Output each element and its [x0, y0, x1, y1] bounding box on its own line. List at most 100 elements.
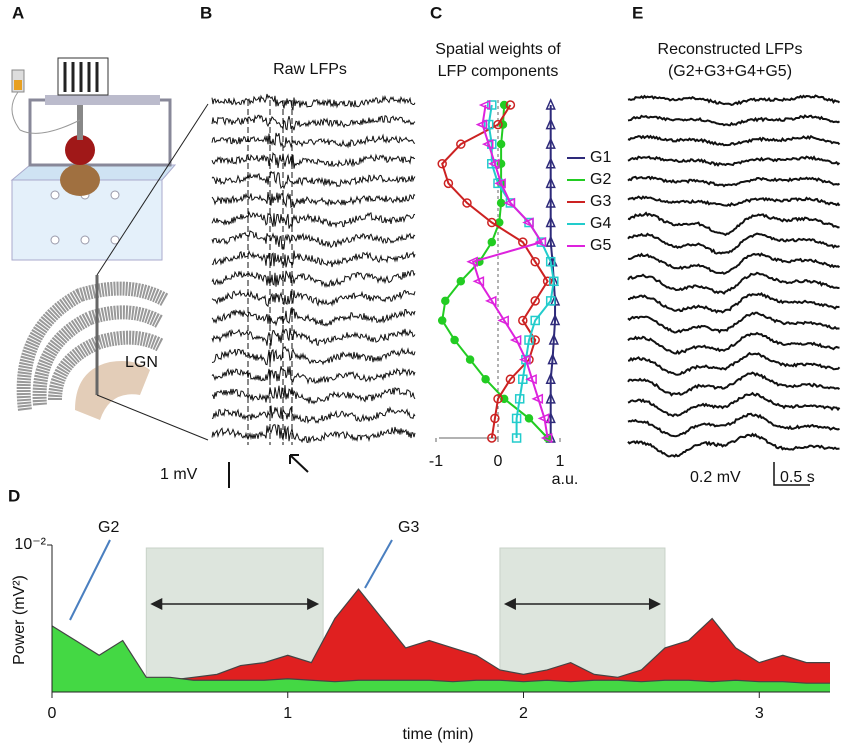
marker: [531, 393, 544, 404]
chart-title: Spatial weights of: [435, 41, 561, 58]
marker: [456, 277, 466, 286]
trace: [627, 331, 840, 355]
trace: [627, 232, 840, 255]
marker: [530, 315, 540, 326]
setup-illustration: [10, 57, 209, 441]
marker: [494, 178, 506, 189]
marker: [525, 374, 537, 385]
scale-bar-label: 0.5 s: [780, 469, 815, 486]
scale-bar-label: 0.2 mV: [690, 469, 741, 486]
x-tick-label: 1: [283, 705, 292, 722]
marker: [534, 236, 547, 248]
trace: [211, 192, 416, 209]
marker: [505, 100, 516, 110]
marker: [505, 374, 516, 384]
panel-label: B: [200, 3, 212, 22]
trace: [211, 366, 416, 385]
marker: [488, 158, 500, 169]
trace: [627, 412, 840, 438]
marker: [497, 315, 509, 326]
marker: [475, 119, 488, 130]
marker: [518, 237, 528, 247]
trace: [211, 132, 416, 149]
x-tick-label: 0: [48, 705, 57, 722]
panel-title: Raw LFPs: [273, 61, 347, 78]
series-line: [471, 104, 549, 439]
chart-title: LFP components: [438, 63, 559, 80]
panel-title: (G2+G3+G4+G5): [668, 63, 792, 80]
marker: [545, 235, 556, 247]
marker: [462, 198, 472, 208]
marker: [484, 295, 497, 307]
region-label: LGN: [125, 354, 158, 371]
marker: [487, 100, 497, 110]
marker: [443, 178, 454, 189]
annotation: G3: [398, 519, 419, 536]
marker: [437, 316, 447, 325]
area: [52, 589, 830, 692]
x-axis-label: a.u.: [552, 471, 579, 488]
marker: [450, 335, 459, 345]
marker: [481, 139, 494, 150]
trace: [211, 308, 416, 327]
marker: [496, 139, 506, 149]
marker: [530, 335, 540, 345]
marker: [549, 276, 559, 287]
raw-traces: [211, 93, 416, 445]
weights-chart: -1 0 1a.u. G1 G2 G3 G4 G5: [429, 98, 611, 488]
trace: [627, 351, 841, 376]
marker: [545, 391, 556, 404]
marker: [545, 215, 556, 228]
marker: [545, 296, 556, 306]
legend-label: G1: [590, 149, 611, 166]
trace: [627, 114, 841, 127]
trace: [211, 289, 416, 308]
marker: [472, 276, 485, 287]
marker: [530, 256, 540, 267]
trace: [211, 424, 416, 444]
marker: [545, 137, 556, 149]
marker: [524, 414, 534, 423]
trace: [211, 114, 416, 131]
marker: [487, 237, 497, 247]
panel-label: E: [632, 3, 643, 22]
y-axis-label: Power (mV²): [11, 575, 28, 665]
reconstructed-traces: [627, 94, 841, 458]
marker: [545, 372, 556, 384]
power-chart: 0 1 2 3 10⁻² time (min) Power (mV²) G2 G3: [11, 519, 830, 743]
trace: [211, 210, 416, 229]
marker: [514, 394, 525, 404]
trace: [211, 230, 416, 250]
trace: [627, 291, 840, 314]
marker: [548, 333, 559, 345]
marker: [519, 354, 531, 365]
marker: [456, 139, 466, 149]
marker: [496, 198, 506, 208]
trace: [627, 252, 841, 275]
marker: [493, 394, 503, 404]
marker: [530, 296, 540, 306]
trace: [627, 271, 840, 295]
marker: [487, 217, 497, 228]
trace: [627, 155, 841, 167]
trace: [211, 151, 416, 169]
trace: [211, 93, 416, 111]
marker: [503, 197, 516, 209]
marker: [522, 217, 534, 228]
series-line: [441, 104, 549, 439]
marker: [478, 99, 491, 111]
marker: [487, 433, 497, 443]
marker: [547, 352, 558, 365]
marker: [490, 413, 500, 424]
legend-label: G2: [590, 171, 611, 188]
trace: [627, 211, 840, 237]
marker: [441, 296, 450, 306]
panel-label: D: [8, 486, 20, 505]
marker: [493, 119, 503, 130]
marker: [465, 355, 475, 364]
trace: [211, 385, 416, 405]
marker: [466, 256, 478, 267]
x-tick-label: 1: [556, 453, 565, 470]
marker: [483, 119, 494, 130]
annotation-arrow: [69, 539, 111, 621]
